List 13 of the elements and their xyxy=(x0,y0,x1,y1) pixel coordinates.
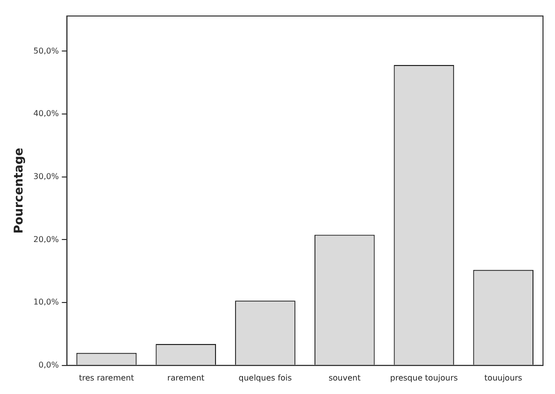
x-tick-label: souvent xyxy=(328,373,361,382)
x-tick-label: touujours xyxy=(484,373,522,382)
x-tick-label: presque toujours xyxy=(390,373,458,382)
y-tick-label: 40,0% xyxy=(33,109,60,118)
y-axis-title: Pourcentage xyxy=(11,148,26,234)
y-tick-label: 10,0% xyxy=(33,298,60,307)
y-tick-label: 20,0% xyxy=(33,234,60,244)
x-tick-label: quelques fois xyxy=(238,373,292,382)
x-tick-label: tres rarement xyxy=(78,373,134,382)
x-tick-label: rarement xyxy=(167,373,204,382)
y-tick-label: 30,0% xyxy=(33,172,60,181)
y-tick-label: 0,0% xyxy=(38,360,60,370)
y-tick-label: 50,0% xyxy=(33,46,60,56)
